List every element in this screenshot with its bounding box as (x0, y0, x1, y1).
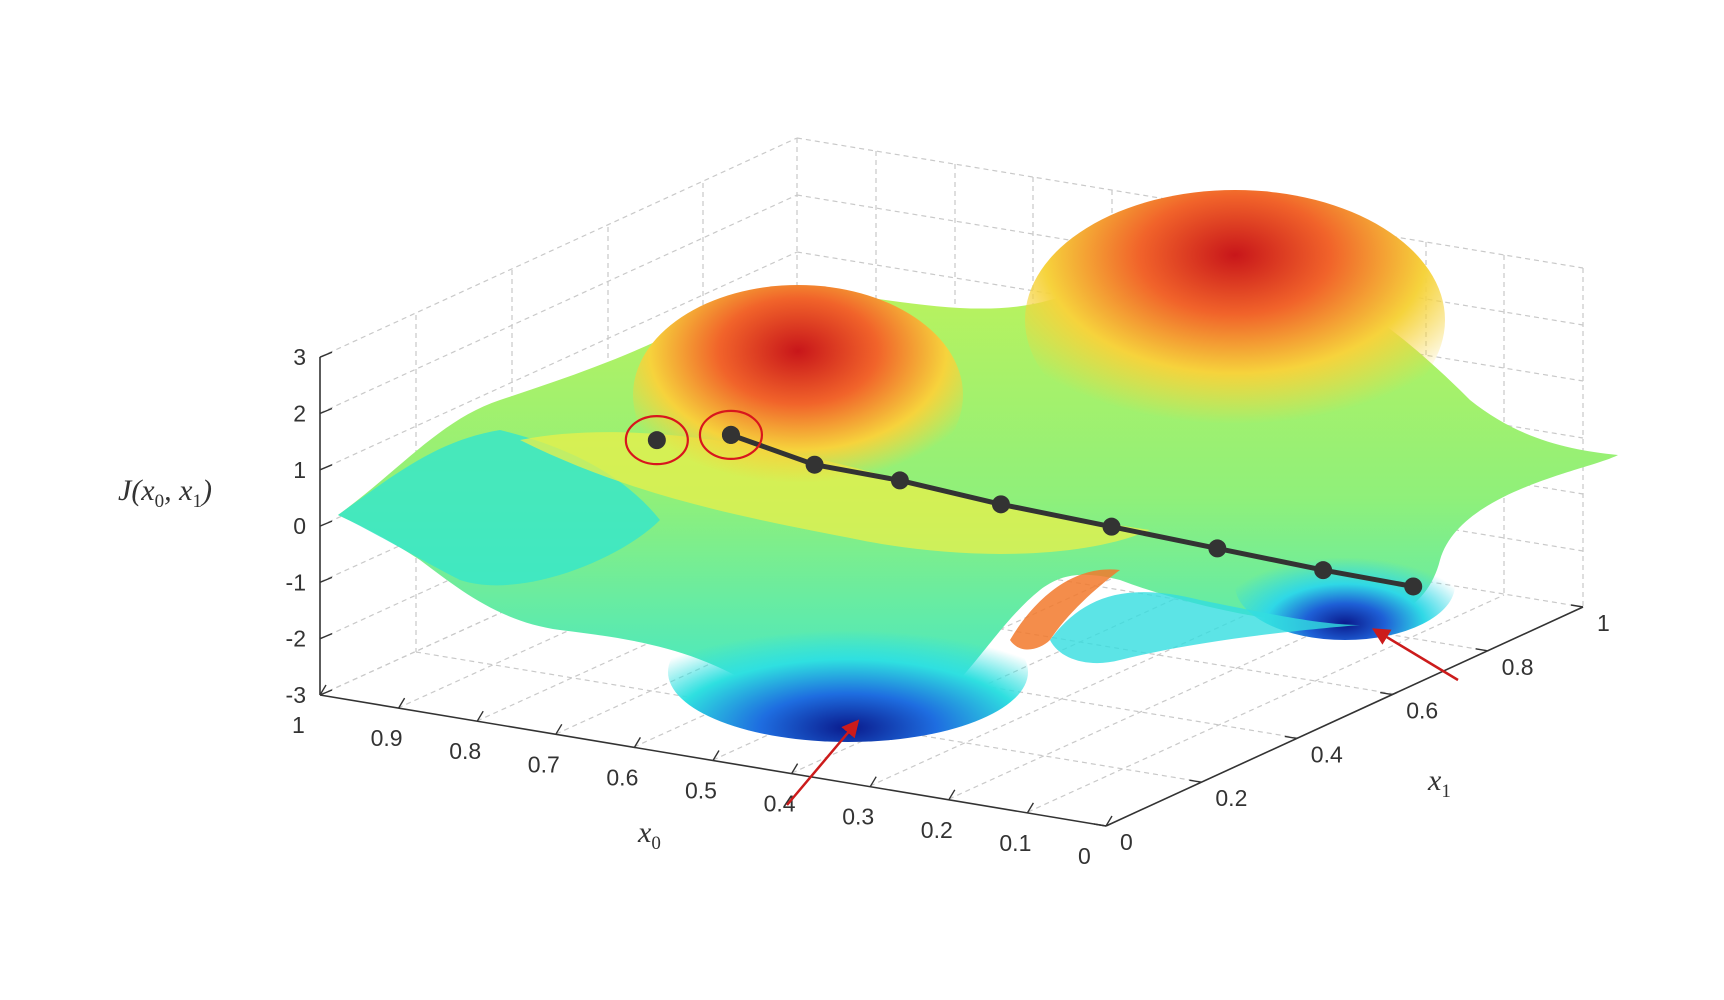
start-point-ring (624, 415, 689, 466)
x0-tick-label: 0.1 (999, 830, 1031, 856)
x0-tick-label: 0.2 (921, 817, 953, 843)
x1-tick-mark (1284, 735, 1297, 740)
start-point-ring (698, 409, 764, 461)
x1-ticks: 0 0.2 0.4 0.6 0.8 1 (1093, 604, 1610, 855)
x0-tick-mark (476, 710, 484, 722)
z-tick-label: 1 (293, 457, 306, 483)
z-tick-mark (319, 351, 333, 358)
x0-ticks: 1 0.9 0.8 0.7 0.6 0.5 0.4 0.3 0.2 0.1 0 (292, 684, 1113, 869)
x0-tick-mark (555, 723, 563, 735)
z-tick-label: -1 (286, 569, 306, 595)
start-point (721, 425, 740, 444)
x1-tick-label: 0.4 (1311, 741, 1343, 767)
z-tick-label: 3 (293, 344, 306, 370)
x0-tick-label: 0 (1078, 843, 1091, 869)
peak-left (633, 285, 963, 505)
z-tick-mark (319, 633, 333, 640)
trajectory-point (991, 495, 1010, 514)
x0-tick-mark (1026, 802, 1035, 814)
trajectory-point (1404, 577, 1423, 596)
z-tick-mark (319, 520, 333, 527)
z-axis-label: J(x0, x1) (118, 474, 212, 512)
x1-tick-mark (1570, 604, 1584, 608)
x1-tick-mark (1380, 691, 1393, 696)
x0-axis-label: x0 (637, 816, 661, 854)
x0-tick-mark (319, 684, 327, 696)
surface-fold-cyan (1050, 592, 1360, 664)
x0-tick-mark (712, 750, 720, 761)
trajectory-point (1208, 539, 1227, 558)
x1-tick-label: 0.8 (1502, 654, 1534, 680)
x0-tick-mark (790, 763, 799, 774)
pit-global (668, 602, 1028, 742)
z-tick-mark (319, 576, 333, 584)
x1-tick-mark (1093, 823, 1107, 827)
z-tick-mark (319, 689, 333, 696)
x1-tick-mark (1475, 648, 1488, 652)
x1-tick-label: 0 (1120, 829, 1133, 855)
x1-tick-label: 0.2 (1215, 785, 1247, 811)
x1-axis-label: x1 (1427, 764, 1451, 802)
x1-axis-line (1105, 606, 1584, 827)
x0-tick-label: 1 (292, 712, 305, 738)
start-point (647, 431, 666, 450)
x0-tick-label: 0.5 (685, 778, 717, 804)
z-tick-label: 0 (293, 513, 306, 539)
pit-local (1235, 530, 1455, 640)
x0-tick-label: 0.7 (528, 751, 560, 777)
trajectory-point (890, 471, 909, 490)
x1-tick-label: 1 (1597, 610, 1610, 636)
z-tick-label: 2 (293, 401, 306, 427)
x0-tick-label: 0.3 (842, 804, 874, 830)
x1-tick-label: 0.6 (1406, 698, 1438, 724)
trajectory-point (1102, 517, 1121, 536)
trajectory (624, 409, 1423, 596)
surface-left-slope (338, 430, 660, 586)
z-tick-label: -2 (286, 626, 306, 652)
peak-right (1025, 190, 1445, 450)
x0-tick-label: 0.4 (764, 791, 796, 817)
x0-tick-mark (397, 697, 406, 709)
surface-fold (1010, 569, 1120, 650)
trajectory-point (805, 455, 824, 474)
arrow-global-minimum (786, 719, 860, 806)
z-ticks: 3 2 1 0 -1 -2 -3 (286, 344, 333, 708)
trajectory-point (1314, 561, 1333, 580)
surface (338, 190, 1618, 742)
minima-arrows (786, 628, 1459, 806)
z-tick-label: -3 (286, 682, 306, 708)
x1-tick-mark (1189, 779, 1202, 783)
z-tick-mark (319, 464, 333, 471)
x0-tick-mark (948, 789, 956, 801)
trajectory-line (730, 432, 1414, 589)
x0-tick-label: 0.6 (606, 764, 638, 790)
x0-tick-mark (633, 737, 642, 748)
arrow-local-minimum (1372, 628, 1459, 682)
x0-tick-mark (1105, 815, 1113, 827)
z-tick-mark (319, 407, 333, 415)
x0-tick-mark (869, 776, 877, 788)
x0-tick-label: 0.9 (371, 725, 403, 751)
x0-tick-label: 0.8 (449, 738, 481, 764)
